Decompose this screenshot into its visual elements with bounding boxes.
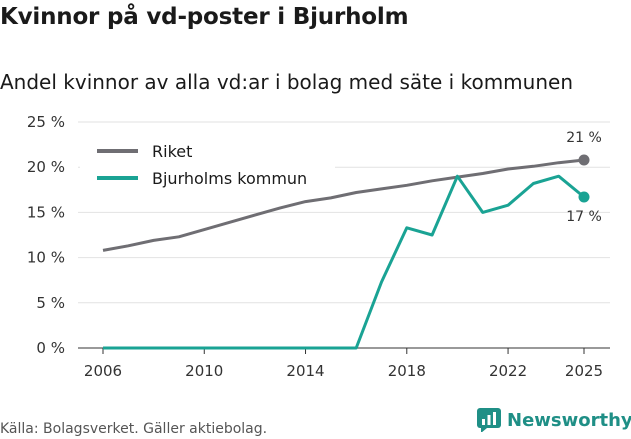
end-point-kommun <box>578 191 590 203</box>
y-tick-label: 15 % <box>27 203 65 221</box>
x-tick-label: 2025 <box>565 362 603 380</box>
x-tick-label: 2022 <box>489 362 527 380</box>
line-chart: 0 % 5 % 10 % 15 % 20 % 25 % 2006 2010 2014 2018 20… <box>27 113 610 380</box>
end-value-label: 21 % <box>566 130 602 146</box>
y-tick-label: 20 % <box>27 158 65 176</box>
brand-logo: Newsworthy <box>477 408 631 432</box>
end-point-riket <box>578 154 590 166</box>
newsworthy-icon <box>477 408 501 432</box>
x-tick-label: 2018 <box>388 362 426 380</box>
series-line-riket <box>102 158 585 252</box>
x-tick-label: 2014 <box>286 362 324 380</box>
end-value-label: 17 % <box>566 209 602 225</box>
y-tick-label: 10 % <box>27 249 65 267</box>
source-note: Källa: Bolagsverket. Gäller aktiebolag. <box>0 421 268 437</box>
x-tick-label: 2006 <box>84 362 122 380</box>
legend-label: Riket <box>152 142 192 161</box>
legend-label: Bjurholms kommun <box>152 169 307 188</box>
y-tick-label: 0 % <box>36 339 65 357</box>
chart-subtitle: Andel kvinnor av alla vd:ar i bolag med … <box>0 70 573 94</box>
y-tick-label: 5 % <box>36 294 65 312</box>
series-line-kommun <box>103 174 585 350</box>
chart-title: Kvinnor på vd-poster i Bjurholm <box>0 4 409 30</box>
x-tick-label: 2010 <box>185 362 223 380</box>
y-tick-label: 25 % <box>27 113 65 131</box>
brand-name: Newsworthy <box>507 409 631 431</box>
